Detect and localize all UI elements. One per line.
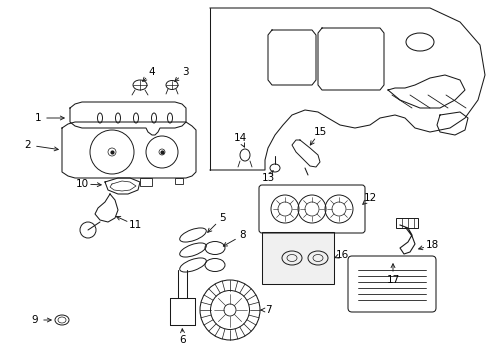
Bar [175, 178, 183, 184]
Text: 7: 7 [264, 305, 271, 315]
Text: 2: 2 [24, 140, 31, 150]
Text: 8: 8 [239, 230, 246, 240]
Text: 1: 1 [35, 113, 41, 123]
Bar [263, 233, 332, 283]
Text: 15: 15 [313, 127, 326, 137]
Bar [262, 232, 333, 284]
Text: 16: 16 [335, 250, 348, 260]
Text: 13: 13 [261, 173, 274, 183]
Text: 17: 17 [386, 275, 399, 285]
Text: 3: 3 [182, 67, 188, 77]
Text: 5: 5 [218, 213, 225, 223]
Text: 10: 10 [75, 179, 88, 189]
Text: 14: 14 [233, 133, 246, 143]
Text: 4: 4 [148, 67, 155, 77]
Text: 12: 12 [363, 193, 376, 203]
Bar [395, 218, 417, 228]
Text: 6: 6 [179, 335, 186, 345]
Text: 11: 11 [128, 220, 142, 230]
Text: 18: 18 [425, 240, 438, 250]
Text: 9: 9 [32, 315, 38, 325]
Bar [140, 178, 152, 186]
